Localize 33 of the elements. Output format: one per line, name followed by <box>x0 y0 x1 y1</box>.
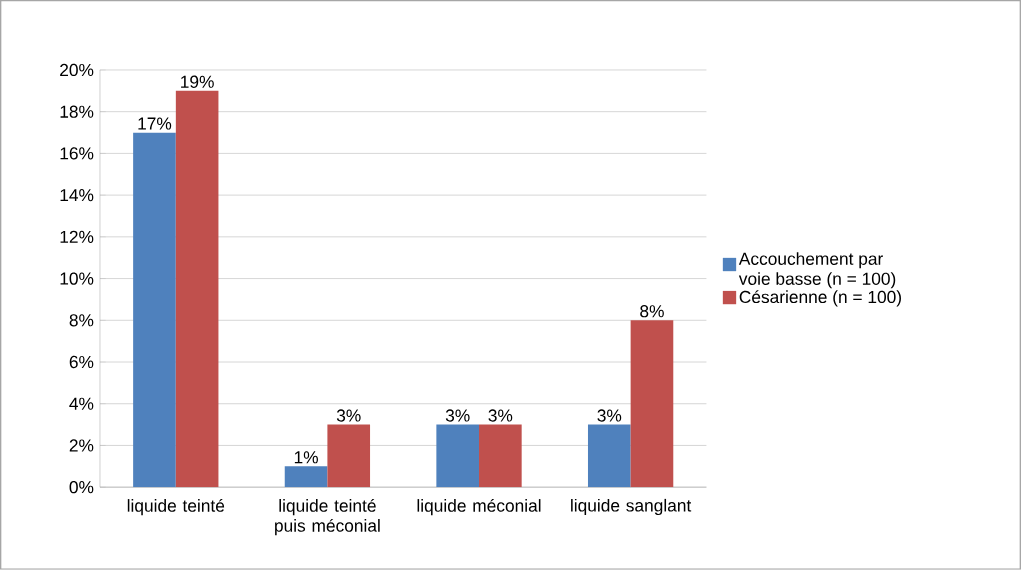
data-label: 3% <box>336 409 361 422</box>
data-label: 3% <box>597 409 622 422</box>
y-tick-label: 4% <box>69 397 94 410</box>
y-tick-label: 18% <box>60 105 94 118</box>
bar <box>587 424 631 488</box>
data-label: 19% <box>181 75 214 88</box>
x-tick-label: liquide teinté puis méconial <box>275 498 380 536</box>
y-tick-label: 16% <box>60 147 94 160</box>
x-tick-label: liquide méconial <box>417 498 541 516</box>
y-tick-label: 10% <box>60 272 94 285</box>
y-tick-label: 6% <box>69 355 94 369</box>
y-tick-label: 12% <box>60 230 94 244</box>
bar <box>630 320 674 488</box>
y-tick-label: 20% <box>60 63 94 77</box>
bar <box>133 132 176 488</box>
data-label: 17% <box>138 117 172 130</box>
bar <box>327 424 371 488</box>
data-label: 1% <box>294 451 318 464</box>
data-label: 3% <box>445 409 470 422</box>
legend-label: Césarienne (n = 100) <box>739 290 901 307</box>
bar <box>436 424 480 488</box>
y-tick-label: 8% <box>69 314 94 327</box>
x-tick-label: liquide teinté <box>127 498 225 516</box>
y-tick-label: 2% <box>69 439 94 452</box>
y-tick-label: 0% <box>69 481 94 494</box>
bar <box>479 424 522 488</box>
bar <box>284 466 328 488</box>
data-label: 3% <box>488 409 513 422</box>
legend-label: Accouchement par voie basse (n = 100) <box>738 252 896 289</box>
x-tick-label: liquide sanglant <box>571 498 692 516</box>
y-tick-label: 14% <box>60 189 94 202</box>
bar <box>175 90 219 488</box>
data-label: 8% <box>640 305 664 318</box>
